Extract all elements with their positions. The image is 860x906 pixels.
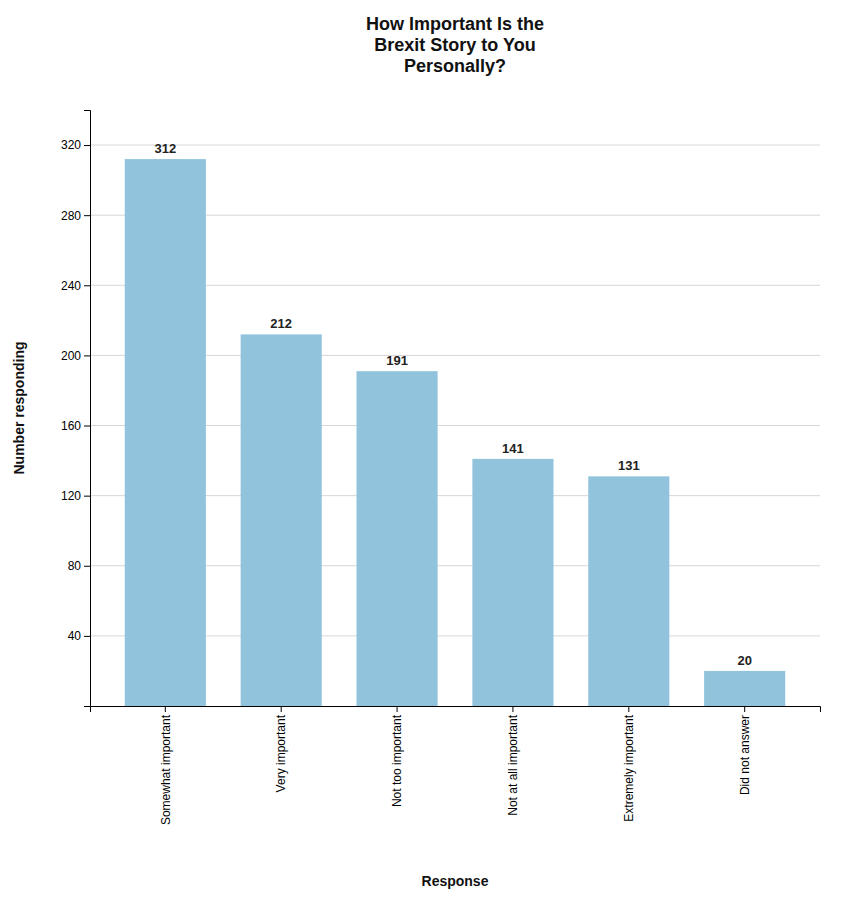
tick-mark xyxy=(512,706,513,712)
tick: 40 xyxy=(68,629,90,643)
bar xyxy=(704,671,785,706)
tick-label: 240 xyxy=(61,279,81,293)
x-axis-title: Response xyxy=(422,873,489,889)
tick-label: 280 xyxy=(61,209,81,223)
bar xyxy=(588,476,669,706)
tick: 240 xyxy=(61,279,90,293)
tick-mark xyxy=(165,706,166,712)
data-label: 141 xyxy=(502,441,524,456)
tick-label: Not at all important xyxy=(506,714,520,815)
tick: 320 xyxy=(61,138,90,152)
y-axis-title: Number responding xyxy=(11,341,27,474)
tick-label: Not too important xyxy=(390,714,404,807)
tick: 200 xyxy=(61,349,90,363)
bar xyxy=(125,159,206,706)
tick-label: 160 xyxy=(61,419,81,433)
tick: Did not answer xyxy=(738,706,752,795)
tick-label: 40 xyxy=(68,629,82,643)
data-label: 312 xyxy=(154,141,176,156)
bar xyxy=(472,459,553,706)
axis-line xyxy=(84,111,91,707)
tick-mark xyxy=(281,706,282,712)
data-label: 20 xyxy=(737,653,751,668)
title-line: Personally? xyxy=(404,56,506,76)
tick-mark xyxy=(84,145,90,146)
tick-mark xyxy=(84,215,90,216)
data-label: 191 xyxy=(386,353,408,368)
title-line: How Important Is the xyxy=(366,14,544,34)
plot: Somewhat important Very important Not too … xyxy=(61,111,821,826)
tick-mark xyxy=(84,496,90,497)
tick-mark xyxy=(397,706,398,712)
tick-label: 120 xyxy=(61,489,81,503)
data-labels: 312 212 191 141 131 20 xyxy=(154,141,751,668)
tick-label: Extremely important xyxy=(622,714,636,821)
tick-label: Did not answer xyxy=(738,715,752,795)
data-label: 131 xyxy=(618,458,640,473)
tick-mark xyxy=(744,706,745,712)
x-axis: Somewhat important Very important Not too … xyxy=(91,706,821,825)
tick: 280 xyxy=(61,209,90,223)
tick-mark xyxy=(628,706,629,712)
tick: Extremely important xyxy=(622,706,636,822)
tick-label: Somewhat important xyxy=(159,714,173,825)
tick-label: Very important xyxy=(274,714,288,792)
tick-mark xyxy=(84,636,90,637)
tick-label: 320 xyxy=(61,138,81,152)
tick-mark xyxy=(84,285,90,286)
title: How Important Is theBrexit Story to YouP… xyxy=(366,14,544,76)
tick-mark xyxy=(84,426,90,427)
tick: Not too important xyxy=(390,706,404,807)
tick-label: 200 xyxy=(61,349,81,363)
data-label: 212 xyxy=(270,316,292,331)
tick: Very important xyxy=(274,706,288,792)
bars xyxy=(125,159,785,706)
bar xyxy=(241,334,322,706)
tick-label: 80 xyxy=(68,559,82,573)
tick: 80 xyxy=(68,559,90,573)
y-axis: 40 80 120 160 200 240 280 320 xyxy=(61,111,91,707)
title-line: Brexit Story to You xyxy=(374,35,535,55)
grid-line xyxy=(90,145,820,146)
tick: 120 xyxy=(61,489,90,503)
tick-mark xyxy=(84,355,90,356)
bar xyxy=(357,371,438,706)
tick: Not at all important xyxy=(506,706,520,816)
axis-line xyxy=(91,707,821,713)
tick: Somewhat important xyxy=(159,706,173,825)
chart: Somewhat important Very important Not too … xyxy=(0,0,860,906)
tick-mark xyxy=(84,566,90,567)
tick: 160 xyxy=(61,419,90,433)
